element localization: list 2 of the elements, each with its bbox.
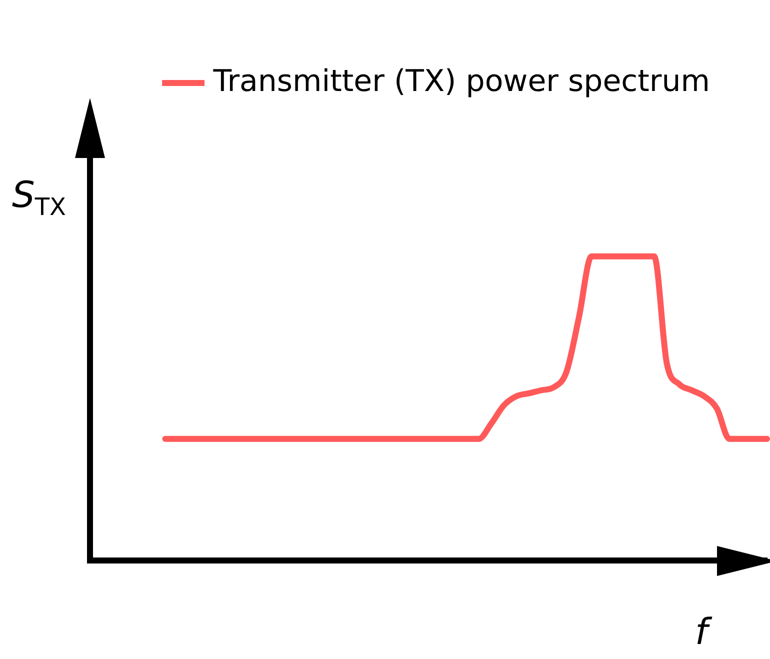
legend-label: Transmitter (TX) power spectrum bbox=[212, 64, 710, 99]
y-axis-title: S$_{TX}$ bbox=[12, 175, 66, 222]
